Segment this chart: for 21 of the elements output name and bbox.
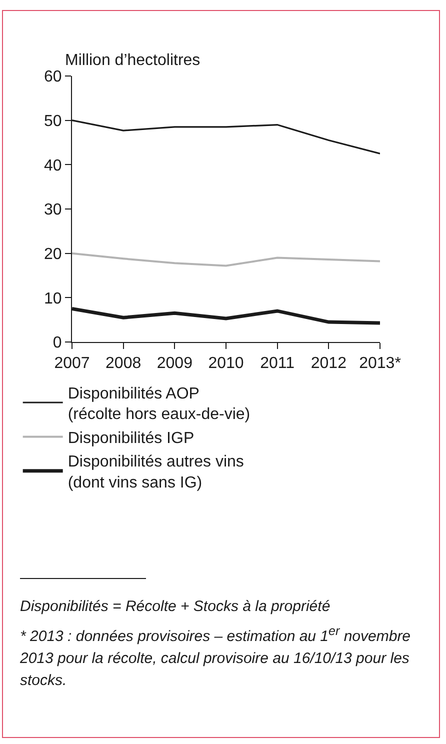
x-tick-label: 2010 <box>208 355 244 372</box>
legend-label: Disponibilités IGP <box>68 430 194 447</box>
y-axis-title: Million d’hectolitres <box>65 52 200 69</box>
text: * 2013 : données provisoires – estimation au 1$^{er}$ novembre 2013 pour la récolte, calcul provisoire au 16/10/13 pour les stocks. <box>20 623 412 691</box>
x-tick-label: 2013* <box>359 355 401 372</box>
legend-label: Disponibilités AOP (récolte hors eaux-de-vie) <box>68 385 250 424</box>
y-tick-label: 30 <box>44 202 62 219</box>
legend-label: Disponibilités autres vins (dont vins sans IG) <box>68 454 244 492</box>
y-tick-label: 60 <box>44 68 62 86</box>
x-tick-label: 2008 <box>106 355 142 372</box>
y-tick-label: 50 <box>44 112 62 130</box>
x-tick-label: 2007 <box>54 355 90 372</box>
y-tick-label: 40 <box>44 157 62 174</box>
y-tick-label: 10 <box>44 290 62 308</box>
x-tick-label: 2011 <box>260 355 295 372</box>
x-tick-label: 2009 <box>156 355 193 372</box>
y-tick-label: 20 <box>44 246 62 263</box>
line-series <box>72 252 380 267</box>
text: Disponibilités = Récolte + Stocks à la propriété <box>20 597 332 617</box>
y-tick-label: 0 <box>52 334 62 352</box>
x-tick-label: 2012 <box>310 355 347 372</box>
